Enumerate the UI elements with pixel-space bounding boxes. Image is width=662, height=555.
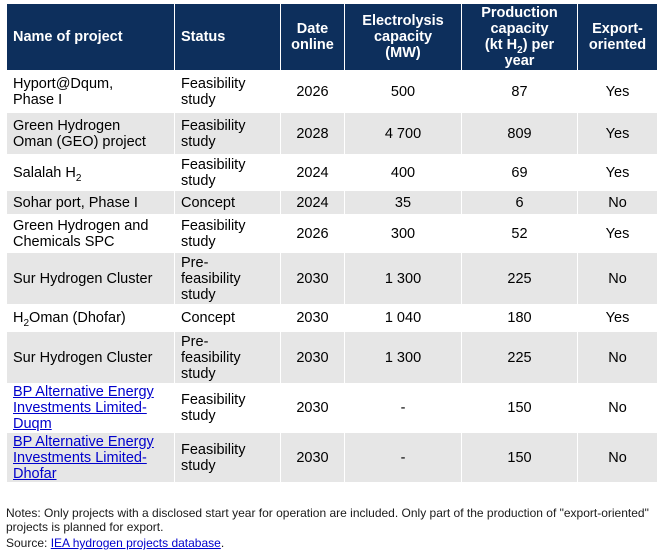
cell-status: Feasibility study bbox=[174, 70, 281, 113]
cell-production: 87 bbox=[461, 70, 578, 113]
header-electrolysis: Electrolysis capacity (MW) bbox=[344, 3, 462, 71]
cell-electrolysis: 1 300 bbox=[344, 331, 462, 384]
cell-production: 52 bbox=[461, 214, 578, 253]
cell-electrolysis: 35 bbox=[344, 190, 462, 215]
cell-electrolysis: 1 300 bbox=[344, 252, 462, 305]
cell-date: 2030 bbox=[280, 432, 345, 483]
table-row: Salalah H2 Feasibility study 2024 400 69 … bbox=[6, 154, 658, 191]
cell-name: Hyport@Dqum, Phase I bbox=[6, 70, 175, 113]
source-link[interactable]: IEA hydrogen projects database bbox=[50, 536, 221, 550]
cell-production: 69 bbox=[461, 154, 578, 191]
cell-electrolysis: 300 bbox=[344, 214, 462, 253]
cell-export: No bbox=[577, 432, 658, 483]
cell-electrolysis: - bbox=[344, 383, 462, 433]
cell-electrolysis: 4 700 bbox=[344, 112, 462, 155]
cell-export: Yes bbox=[577, 154, 658, 191]
cell-name: H2Oman (Dhofar) bbox=[6, 304, 175, 332]
cell-date: 2030 bbox=[280, 383, 345, 433]
header-name: Name of project bbox=[6, 3, 175, 71]
table-row: Green Hydrogen Oman (GEO) project Feasibi… bbox=[6, 112, 658, 155]
table-row: Sur Hydrogen Cluster Pre-feasibility stud… bbox=[6, 331, 658, 384]
cell-production: 225 bbox=[461, 252, 578, 305]
table-row: BP Alternative Energy Investments Limited… bbox=[6, 383, 658, 433]
cell-date: 2030 bbox=[280, 331, 345, 384]
cell-date: 2030 bbox=[280, 252, 345, 305]
cell-electrolysis: - bbox=[344, 432, 462, 483]
header-row: Name of project Status Date online Electr… bbox=[6, 3, 658, 71]
cell-export: No bbox=[577, 252, 658, 305]
cell-electrolysis: 400 bbox=[344, 154, 462, 191]
cell-date: 2024 bbox=[280, 190, 345, 215]
cell-date: 2026 bbox=[280, 214, 345, 253]
cell-status: Pre-feasibility study bbox=[174, 252, 281, 305]
table-row: BP Alternative Energy Investments Limited… bbox=[6, 432, 658, 483]
cell-export: Yes bbox=[577, 112, 658, 155]
cell-status: Concept bbox=[174, 190, 281, 215]
hydrogen-projects-table: Name of project Status Date online Electr… bbox=[6, 3, 658, 483]
cell-date: 2030 bbox=[280, 304, 345, 332]
cell-export: No bbox=[577, 331, 658, 384]
cell-production: 225 bbox=[461, 331, 578, 384]
cell-status: Feasibility study bbox=[174, 154, 281, 191]
header-status: Status bbox=[174, 3, 281, 71]
header-export: Export-oriented bbox=[577, 3, 658, 71]
cell-electrolysis: 1 040 bbox=[344, 304, 462, 332]
cell-production: 150 bbox=[461, 432, 578, 483]
table-notes: Notes: Only projects with a disclosed st… bbox=[6, 506, 649, 534]
project-link-bp-duqm[interactable]: BP Alternative Energy Investments Limited… bbox=[13, 384, 154, 432]
cell-export: Yes bbox=[577, 70, 658, 113]
header-date: Date online bbox=[280, 3, 345, 71]
cell-export: No bbox=[577, 190, 658, 215]
cell-export: No bbox=[577, 383, 658, 433]
cell-status: Pre-feasibility study bbox=[174, 331, 281, 384]
cell-date: 2026 bbox=[280, 70, 345, 113]
table-source: Source: IEA hydrogen projects database. bbox=[6, 536, 225, 550]
cell-name: Sur Hydrogen Cluster bbox=[6, 331, 175, 384]
cell-status: Feasibility study bbox=[174, 383, 281, 433]
table-row: Hyport@Dqum, Phase I Feasibility study 202… bbox=[6, 70, 658, 113]
cell-status: Concept bbox=[174, 304, 281, 332]
cell-production: 150 bbox=[461, 383, 578, 433]
table-row: Green Hydrogen and Chemicals SPC Feasibil… bbox=[6, 214, 658, 253]
cell-name: Sur Hydrogen Cluster bbox=[6, 252, 175, 305]
table-row: Sur Hydrogen Cluster Pre-feasibility stud… bbox=[6, 252, 658, 305]
cell-status: Feasibility study bbox=[174, 432, 281, 483]
cell-export: Yes bbox=[577, 304, 658, 332]
cell-name: Sohar port, Phase I bbox=[6, 190, 175, 215]
cell-production: 180 bbox=[461, 304, 578, 332]
cell-status: Feasibility study bbox=[174, 112, 281, 155]
cell-production: 809 bbox=[461, 112, 578, 155]
cell-name: Green Hydrogen Oman (GEO) project bbox=[6, 112, 175, 155]
table-row: H2Oman (Dhofar) Concept 2030 1 040 180 Y… bbox=[6, 304, 658, 332]
project-link-bp-dhofar[interactable]: BP Alternative Energy Investments Limited… bbox=[13, 433, 154, 482]
cell-name: Green Hydrogen and Chemicals SPC bbox=[6, 214, 175, 253]
cell-export: Yes bbox=[577, 214, 658, 253]
cell-date: 2024 bbox=[280, 154, 345, 191]
header-production: Production capacity (kt H2) per year bbox=[461, 3, 578, 71]
cell-production: 6 bbox=[461, 190, 578, 215]
cell-name: Salalah H2 bbox=[6, 154, 175, 191]
cell-name: BP Alternative Energy Investments Limited… bbox=[6, 383, 175, 433]
cell-status: Feasibility study bbox=[174, 214, 281, 253]
cell-electrolysis: 500 bbox=[344, 70, 462, 113]
cell-name: BP Alternative Energy Investments Limited… bbox=[6, 432, 175, 483]
table-row: Sohar port, Phase I Concept 2024 35 6 No bbox=[6, 190, 658, 215]
cell-date: 2028 bbox=[280, 112, 345, 155]
